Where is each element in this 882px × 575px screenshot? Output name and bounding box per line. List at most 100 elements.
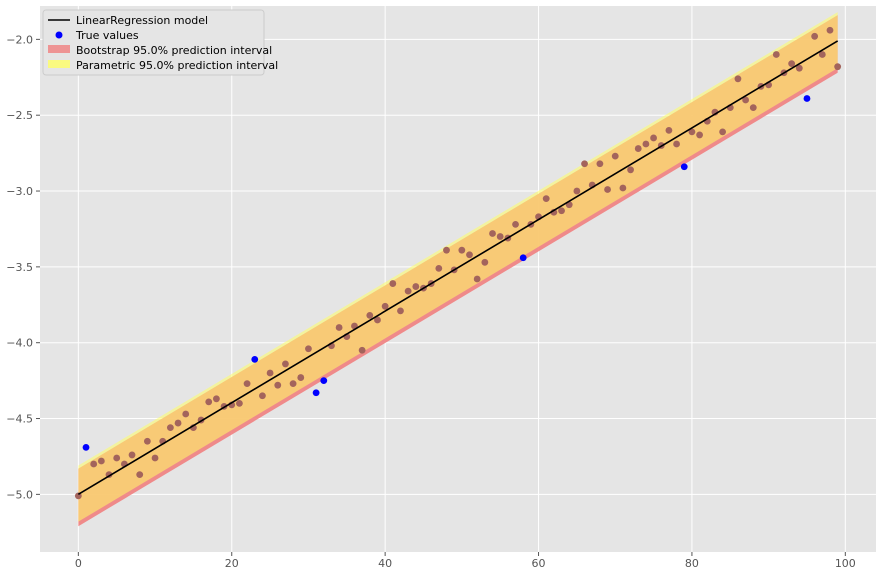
true-value-point — [389, 280, 397, 287]
true-value-point — [803, 95, 811, 102]
true-value-point — [749, 104, 757, 112]
true-value-point — [174, 419, 182, 427]
true-value-point — [642, 140, 650, 148]
legend-label-true-values: True values — [75, 29, 139, 42]
true-value-point — [136, 471, 144, 479]
model-line — [77, 40, 839, 496]
true-value-point — [404, 287, 412, 295]
true-value-point — [358, 346, 366, 354]
true-value-point — [680, 163, 688, 171]
true-value-point — [673, 140, 680, 148]
true-value-point — [366, 312, 374, 319]
true-value-point — [182, 410, 190, 418]
legend-item-parametric: Parametric 95.0% prediction interval — [48, 59, 278, 72]
true-value-point — [627, 166, 634, 174]
true-value-point — [312, 389, 320, 397]
y-tick-label: −2.5 — [6, 109, 33, 122]
true-value-point — [97, 457, 105, 465]
model-line-group — [77, 40, 839, 496]
y-tick-label: −2.0 — [6, 33, 33, 46]
legend-item-model: LinearRegression model — [48, 14, 208, 27]
true-value-point — [374, 316, 381, 324]
true-value-point — [596, 160, 604, 168]
x-tick-label: 40 — [378, 557, 392, 570]
legend-item-true-values: True values — [55, 29, 139, 42]
true-value-point — [151, 454, 159, 462]
true-value-point — [82, 443, 90, 451]
true-value-point — [665, 126, 673, 134]
true-value-point — [205, 398, 213, 406]
x-tick-label: 20 — [225, 557, 239, 570]
true-value-point — [542, 195, 550, 203]
true-value-point — [289, 380, 297, 388]
true-value-point — [519, 254, 527, 262]
true-value-point — [297, 374, 305, 381]
true-value-point — [305, 345, 312, 353]
true-value-point — [573, 187, 581, 195]
legend-label-model: LinearRegression model — [76, 14, 208, 27]
true-value-point — [251, 355, 259, 363]
true-value-point — [719, 128, 727, 136]
true-value-point — [772, 51, 780, 58]
true-value-point — [611, 152, 619, 160]
true-value-point — [90, 460, 98, 468]
true-value-point — [604, 186, 611, 193]
true-value-point — [243, 380, 251, 388]
legend-label-bootstrap: Bootstrap 95.0% prediction interval — [76, 44, 272, 57]
true-value-point — [458, 246, 466, 254]
true-value-point — [412, 283, 420, 290]
true-value-point — [496, 233, 504, 240]
true-value-point — [381, 302, 389, 310]
x-tick-label: 100 — [835, 557, 856, 570]
true-value-point — [826, 26, 834, 34]
true-value-point — [788, 60, 796, 68]
true-value-point — [166, 424, 174, 432]
y-tick-label: −5.0 — [6, 488, 33, 501]
true-value-point — [259, 392, 266, 400]
true-value-point — [397, 307, 404, 315]
x-tick-label: 60 — [532, 557, 546, 570]
x-tick-label: 80 — [685, 557, 699, 570]
true-value-point — [236, 399, 243, 407]
true-value-point — [282, 360, 289, 368]
true-value-point — [634, 145, 642, 152]
true-value-point — [473, 275, 481, 283]
true-value-point — [213, 395, 220, 403]
true-value-point — [558, 207, 565, 215]
legend-swatch-patch — [48, 45, 70, 53]
true-value-point — [335, 324, 343, 331]
true-value-point — [512, 221, 519, 228]
true-value-point — [435, 264, 443, 272]
true-value-point — [696, 131, 703, 139]
x-axis-ticks: 0 20 40 60 80 100 — [75, 552, 856, 570]
true-value-point — [320, 377, 328, 385]
true-value-point — [619, 184, 627, 192]
true-value-point — [489, 230, 496, 237]
x-tick-label: 0 — [75, 557, 82, 570]
true-value-point — [834, 63, 842, 71]
true-value-point — [734, 75, 742, 83]
y-axis-ticks: −5.0 −4.5 −4.0 −3.5 −3.0 −2.5 −2.0 — [6, 33, 40, 501]
legend-swatch-marker — [55, 31, 63, 39]
true-value-point — [143, 437, 151, 445]
legend: LinearRegression model True values Boots… — [42, 9, 278, 76]
true-value-point — [650, 134, 657, 142]
true-value-point — [443, 246, 450, 254]
true-value-point — [266, 369, 274, 377]
true-value-point — [113, 454, 121, 462]
true-value-point — [128, 451, 136, 459]
legend-item-bootstrap: Bootstrap 95.0% prediction interval — [48, 44, 272, 57]
true-value-point — [481, 258, 489, 266]
true-value-point — [274, 381, 282, 389]
true-value-point — [818, 51, 826, 58]
true-value-point — [795, 64, 803, 72]
true-value-point — [581, 160, 588, 168]
y-tick-label: −3.5 — [6, 261, 33, 274]
y-tick-label: −4.5 — [6, 413, 33, 426]
true-value-point — [811, 32, 819, 40]
legend-label-parametric: Parametric 95.0% prediction interval — [76, 59, 278, 72]
legend-box — [42, 9, 265, 76]
true-value-point — [466, 251, 473, 259]
legend-swatch-patch — [48, 60, 70, 68]
